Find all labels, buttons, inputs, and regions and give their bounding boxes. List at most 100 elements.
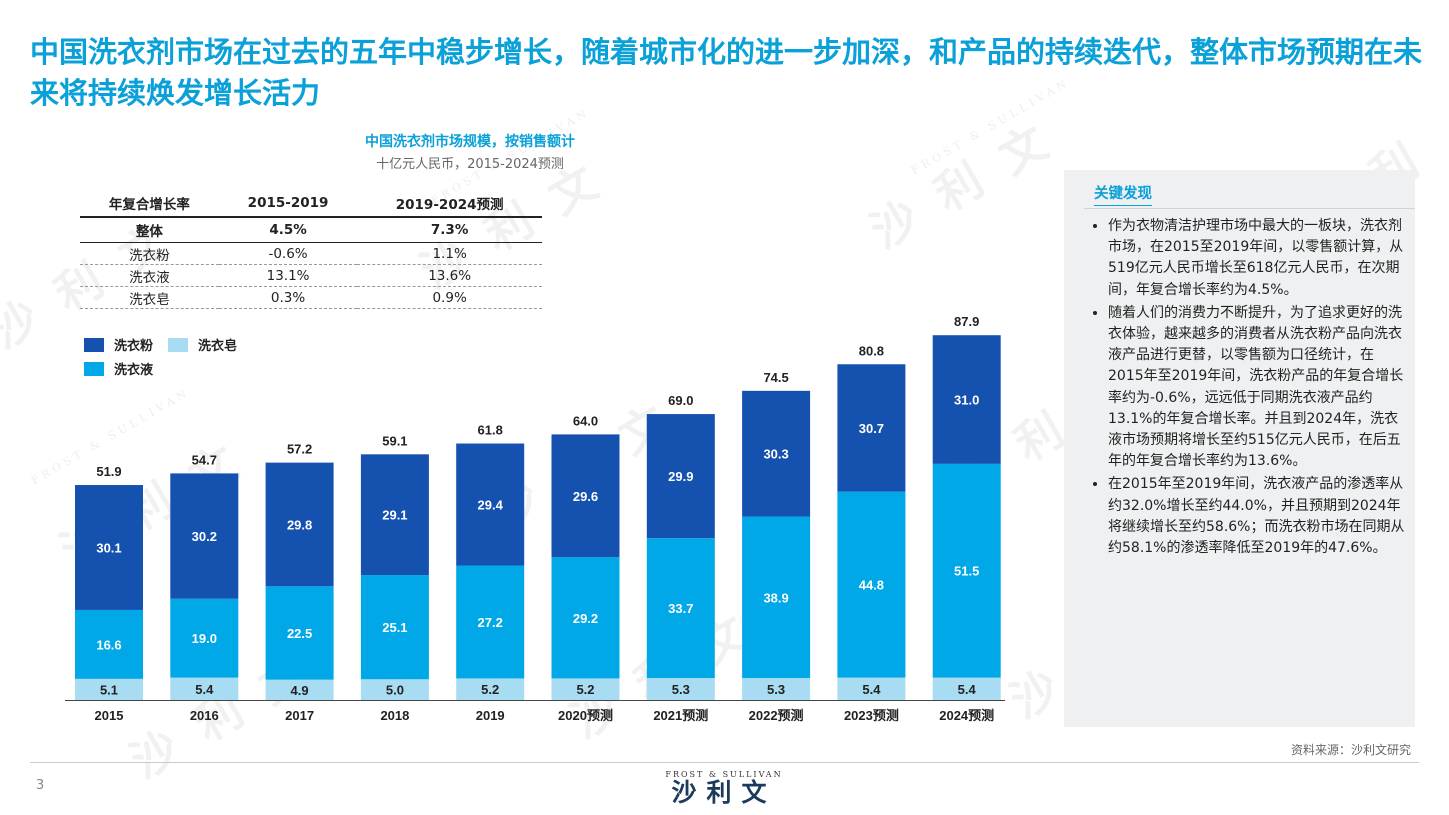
cagr-value: 0.3%: [218, 286, 358, 309]
cagr-table: 年复合增长率 2015-2019 2019-2024预测 整体 4.5% 7.3…: [80, 190, 542, 309]
data-label-soap: 4.9: [291, 683, 309, 698]
logo-english-text: FROST & SULLIVAN: [665, 770, 783, 779]
data-label-soap: 5.0: [386, 683, 404, 698]
bar-segment-soap: [456, 678, 525, 700]
bar-total-label: 61.8: [478, 423, 503, 438]
data-label-liquid: 51.5: [954, 564, 979, 579]
cagr-header-period2: 2019-2024预测: [357, 190, 542, 218]
bar-total-label: 57.2: [287, 442, 312, 457]
cagr-value: 7.3%: [357, 217, 542, 243]
x-axis-tick-label: 2023预测: [844, 708, 899, 723]
page-title: 中国洗衣剂市场在过去的五年中稳步增长，随着城市化的进一步加深，和产品的持续迭代，…: [30, 35, 1423, 110]
data-label-liquid: 25.1: [382, 620, 407, 635]
bar-segment-soap: [265, 679, 334, 700]
legend-swatch-soap: [168, 337, 188, 352]
x-axis-tick-label: 2017: [285, 708, 314, 723]
x-axis-tick-label: 2022预测: [749, 708, 804, 723]
bar-segment-liquid: [932, 463, 1001, 678]
bar-segment-soap: [742, 678, 811, 700]
legend-swatch-liquid: [84, 361, 104, 376]
x-axis-tick-label: 2018: [380, 708, 409, 723]
finding-item: 作为衣物清洁护理市场中最大的一板块，洗衣剂市场，在2015至2019年间，以零售…: [1108, 216, 1406, 301]
data-label-soap: 5.2: [481, 682, 499, 697]
cagr-header-row: 年复合增长率 2015-2019 2019-2024预测: [80, 190, 542, 218]
bar-total-label: 69.0: [668, 393, 693, 408]
bar-total-label: 80.8: [859, 343, 884, 358]
data-label-powder: 29.1: [382, 508, 407, 523]
bar-segment-powder: [551, 434, 620, 558]
data-label-soap: 5.4: [195, 682, 214, 697]
data-label-powder: 30.7: [859, 421, 884, 436]
x-axis-tick-label: 2016: [190, 708, 219, 723]
x-axis-tick-label: 2020预测: [558, 708, 613, 723]
data-label-powder: 30.2: [192, 529, 217, 544]
bar-total-label: 64.0: [573, 413, 598, 428]
bar-segment-soap: [360, 679, 429, 700]
bar-total-label: 74.5: [763, 370, 788, 385]
key-findings-divider: [1084, 208, 1415, 209]
x-axis-tick-label: 2024预测: [939, 708, 994, 723]
cagr-value: 0.9%: [357, 286, 542, 309]
stacked-bar-chart: 5.1 16.6 30.1 51.9 2015 5.4 19.0 30.2 54.7 2016 4.…: [65, 314, 1005, 723]
legend-item-liquid: 洗衣液: [84, 359, 153, 378]
legend-label-soap: 洗衣皂: [198, 339, 238, 354]
bar-total-label: 54.7: [192, 452, 217, 467]
cagr-row-overall: 整体 4.5% 7.3%: [80, 217, 542, 243]
chart-title: 中国洗衣剂市场规模，按销售额计: [365, 134, 575, 150]
bar-segment-powder: [837, 364, 906, 492]
data-label-soap: 5.4: [958, 682, 977, 697]
data-label-powder: 29.4: [478, 498, 504, 513]
bar-segment-soap: [932, 677, 1001, 700]
bar-segment-powder: [360, 454, 429, 576]
cagr-value: -0.6%: [218, 242, 358, 265]
legend-swatch-powder: [84, 337, 104, 352]
bar-segment-soap: [837, 677, 906, 700]
data-label-powder: 30.1: [96, 540, 121, 555]
cagr-row-label: 洗衣粉: [80, 242, 219, 265]
bar-total-label: 87.9: [954, 314, 979, 329]
bar-segment-liquid: [360, 575, 429, 680]
cagr-header-period1: 2015-2019: [218, 190, 358, 218]
bar-segment-powder: [265, 462, 334, 587]
source-note: 资料来源：沙利文研究: [1290, 743, 1411, 757]
x-axis-tick-label: 2019: [476, 708, 505, 723]
bar-segment-liquid: [837, 491, 906, 678]
cagr-row-label: 洗衣液: [80, 264, 219, 287]
page-number: 3: [36, 778, 45, 793]
data-label-liquid: 38.9: [763, 590, 788, 605]
data-label-powder: 31.0: [954, 393, 979, 408]
bar-segment-powder: [170, 473, 239, 599]
cagr-row-label: 整体: [80, 217, 219, 243]
bar-total-label: 51.9: [96, 464, 121, 479]
data-label-liquid: 19.0: [192, 631, 217, 646]
brand-logo: FROST & SULLIVAN 沙利文: [644, 770, 804, 807]
finding-item: 随着人们的消费力不断提升，为了追求更好的洗衣体验，越来越多的消费者从洗衣粉产品向…: [1108, 303, 1406, 473]
bar-segment-soap: [170, 677, 239, 700]
finding-item: 在2015年至2019年间，洗衣液产品的渗透率从约32.0%增长至约44.0%，…: [1108, 474, 1406, 559]
cagr-row-soap: 洗衣皂 0.3% 0.9%: [80, 286, 542, 309]
data-label-powder: 29.8: [287, 517, 312, 532]
data-label-soap: 5.3: [767, 682, 785, 697]
bar-segment-liquid: [265, 586, 334, 680]
bar-segment-powder: [932, 335, 1001, 464]
data-label-liquid: 29.2: [573, 611, 598, 626]
chart-subtitle: 十亿元人民币，2015-2024预测: [376, 157, 564, 172]
bar-segment-powder: [75, 485, 143, 610]
legend-item-powder: 洗衣粉: [84, 335, 153, 354]
cagr-value: 13.1%: [218, 264, 358, 287]
bar-segment-liquid: [75, 609, 143, 679]
data-label-liquid: 22.5: [287, 626, 312, 641]
legend-label-liquid: 洗衣液: [114, 363, 154, 378]
key-findings-list: 作为衣物清洁护理市场中最大的一板块，洗衣剂市场，在2015至2019年间，以零售…: [1092, 216, 1406, 561]
legend-item-soap: 洗衣皂: [168, 335, 237, 354]
logo-chinese-text: 沙利文: [671, 778, 777, 807]
cagr-row-powder: 洗衣粉 -0.6% 1.1%: [80, 242, 542, 265]
bar-segment-liquid: [456, 565, 525, 679]
data-label-soap: 5.2: [576, 682, 594, 697]
x-axis-tick-label: 2021预测: [653, 708, 708, 723]
cagr-value: 4.5%: [218, 217, 358, 243]
bar-segment-liquid: [742, 516, 811, 679]
key-findings-panel: 关键发现 作为衣物清洁护理市场中最大的一板块，洗衣剂市场，在2015至2019年…: [1064, 170, 1415, 727]
data-label-liquid: 27.2: [478, 615, 503, 630]
data-label-powder: 30.3: [763, 447, 788, 462]
